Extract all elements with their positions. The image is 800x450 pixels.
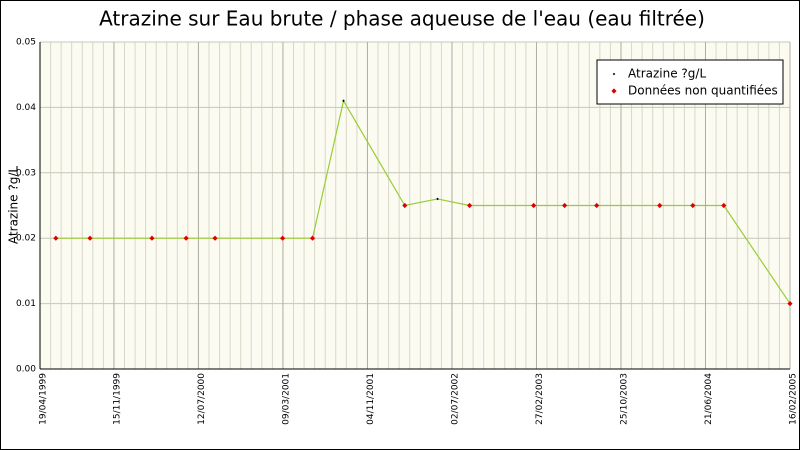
data-point bbox=[531, 202, 537, 209]
y-tick-label: 0.03 bbox=[16, 168, 36, 178]
data-point bbox=[657, 202, 663, 209]
data-point bbox=[402, 202, 408, 209]
y-tick-label: 0.05 bbox=[16, 38, 36, 48]
data-point bbox=[87, 235, 93, 241]
x-tick-label: 19/04/1999 bbox=[39, 373, 49, 425]
x-tick-label: 02/07/2002 bbox=[450, 373, 460, 425]
data-point bbox=[466, 202, 473, 209]
x-tick-label: 09/03/2001 bbox=[281, 373, 291, 425]
data-point bbox=[562, 202, 568, 209]
x-tick-label: 25/10/2003 bbox=[619, 373, 629, 425]
y-tick-label: 0.01 bbox=[16, 299, 36, 309]
x-tick-label: 21/06/2004 bbox=[704, 373, 714, 425]
x-tick-label: 16/02/2005 bbox=[789, 373, 799, 425]
legend-label: Données non quantifiées bbox=[628, 84, 778, 98]
legend-marker bbox=[612, 72, 616, 76]
data-point bbox=[721, 202, 727, 209]
legend-marker bbox=[611, 88, 617, 94]
data-point bbox=[280, 235, 286, 241]
data-point bbox=[309, 235, 316, 241]
y-tick-label: 0.00 bbox=[16, 365, 36, 375]
data-point bbox=[690, 202, 696, 209]
data-point bbox=[149, 235, 155, 241]
data-point bbox=[594, 202, 600, 209]
x-tick-label: 27/02/2003 bbox=[535, 373, 545, 425]
series-line bbox=[55, 99, 791, 304]
data-point bbox=[53, 235, 59, 241]
data-point bbox=[212, 235, 218, 241]
x-tick-label: 04/11/2001 bbox=[366, 373, 376, 425]
data-point bbox=[342, 99, 345, 103]
legend-label: Atrazine ?g/L bbox=[628, 67, 706, 81]
chart-title: Atrazine sur Eau brute / phase aqueuse d… bbox=[99, 7, 705, 31]
y-axis-label: Atrazine ?g/L bbox=[7, 166, 21, 244]
x-tick-label: 15/11/1999 bbox=[112, 373, 122, 425]
y-tick-label: 0.02 bbox=[16, 234, 36, 244]
data-point bbox=[436, 197, 439, 201]
x-tick-label: 12/07/2000 bbox=[197, 373, 207, 425]
data-point bbox=[183, 235, 189, 241]
legend bbox=[596, 59, 784, 105]
data-point bbox=[787, 301, 793, 307]
y-tick-label: 0.04 bbox=[16, 103, 36, 113]
